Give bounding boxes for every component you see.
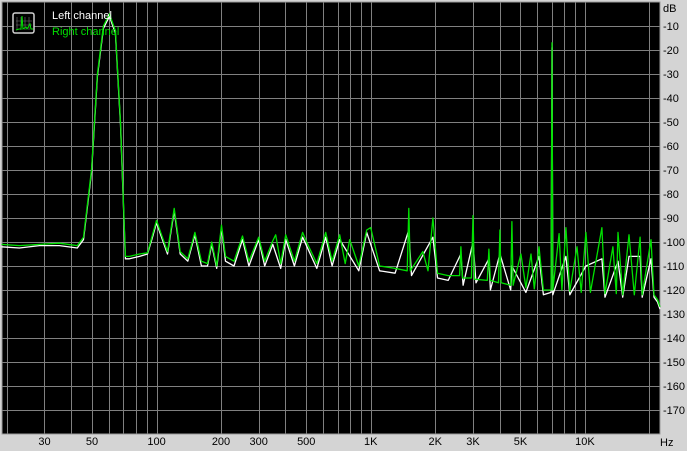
y-tick-label: -60 [663, 141, 679, 153]
x-axis-unit-label: Hz [660, 437, 673, 449]
x-tick-label: 1K [364, 436, 378, 448]
y-tick-label: -140 [663, 333, 685, 345]
y-tick-label: -120 [663, 285, 685, 297]
y-tick-label: -20 [663, 45, 679, 57]
x-tick-label: 500 [297, 436, 315, 448]
y-tick-label: -90 [663, 213, 679, 225]
x-tick-label: 300 [250, 436, 268, 448]
y-tick-label: -30 [663, 69, 679, 81]
y-tick-label: -70 [663, 165, 679, 177]
y-tick-label: -40 [663, 93, 679, 105]
legend-right-channel: Right channel [52, 26, 119, 38]
x-tick-label: 5K [514, 436, 528, 448]
grid [2, 2, 660, 434]
y-axis-unit-label: dB [663, 3, 676, 15]
x-tick-label: 200 [212, 436, 230, 448]
y-tick-label: -10 [663, 21, 679, 33]
x-tick-label: 10K [575, 436, 595, 448]
legend-left-channel: Left channel [52, 10, 112, 22]
x-tick-label: 30 [38, 436, 50, 448]
y-tick-label: -130 [663, 309, 685, 321]
spectrum-icon [12, 12, 35, 34]
y-tick-label: -170 [663, 405, 685, 417]
y-tick-label: -110 [663, 261, 684, 273]
y-axis-ticks: -10 -20 -30 -40 -50 -60 -70 -80 -90 -100 -110 -120 -… [663, 21, 685, 417]
x-axis-ticks: 30 50 100 200 300 500 1K 2K 3K 5K 10K [38, 436, 595, 448]
y-tick-label: -80 [663, 189, 679, 201]
legend: Left channel Right channel [12, 10, 119, 38]
x-tick-label: 100 [147, 436, 165, 448]
series-line-right-channel [1, 13, 661, 308]
y-tick-label: -160 [663, 381, 685, 393]
y-tick-label: -150 [663, 357, 685, 369]
x-tick-label: 3K [466, 436, 480, 448]
x-tick-label: 2K [428, 436, 442, 448]
y-tick-label: -50 [663, 117, 679, 129]
series-line-left-channel [1, 15, 661, 310]
y-tick-label: -100 [663, 237, 685, 249]
series-layer [1, 13, 661, 310]
x-tick-label: 50 [86, 436, 98, 448]
